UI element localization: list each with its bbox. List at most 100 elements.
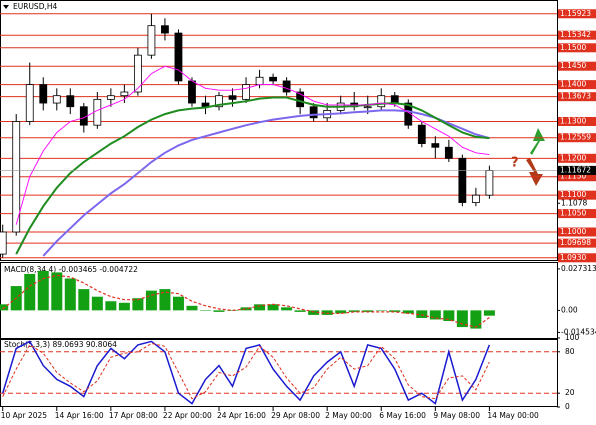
y-tick-label: 0.00	[561, 305, 578, 314]
candle-body	[133, 54, 142, 93]
candle-body	[161, 25, 169, 34]
histogram-bar	[159, 289, 171, 311]
candle-body	[12, 121, 21, 233]
stoch-pane-frame	[0, 339, 558, 407]
histogram-bar	[240, 307, 252, 311]
level-label: 1.12559	[560, 133, 591, 142]
level-label-box	[558, 30, 596, 40]
x-tick-label: 10 Apr 2025	[1, 411, 48, 420]
level-label-box	[558, 133, 596, 143]
level-label-box	[558, 116, 596, 126]
histogram-bar	[254, 304, 266, 311]
histogram-bar	[429, 310, 441, 320]
candle-body	[458, 157, 467, 203]
price-pane-frame	[0, 0, 558, 261]
histogram-bar	[321, 310, 333, 315]
x-tick-label: 9 May 08:00	[433, 411, 480, 420]
down-arrow	[526, 158, 543, 186]
x-tick-label: 14 Apr 16:00	[55, 411, 104, 420]
histogram-bar	[389, 310, 401, 312]
y-tick-label: 0.027313	[561, 264, 596, 273]
candle-body	[363, 106, 372, 109]
candle-body	[282, 80, 291, 93]
candle-body	[242, 84, 250, 100]
x-tick-label: 17 Apr 08:00	[109, 411, 158, 420]
level-label: 1.1100	[560, 190, 586, 199]
histogram-bar	[64, 278, 76, 311]
indicator-line	[2, 342, 490, 400]
y-tick-label: 1.1078	[561, 198, 587, 207]
y-tick-label: 80	[565, 347, 575, 356]
histogram-bar	[308, 310, 320, 315]
histogram-bar	[335, 310, 347, 314]
indicator-line	[15, 65, 490, 225]
candle-body	[66, 95, 75, 108]
candle-body	[0, 231, 7, 255]
indicator-line	[42, 109, 490, 257]
level-label-box	[558, 172, 596, 182]
histogram-bar	[172, 296, 184, 311]
level-label-box	[558, 190, 596, 200]
level-label-box	[558, 238, 596, 248]
histogram-bar	[456, 310, 468, 328]
level-label: 1.1150	[560, 172, 586, 181]
y-tick-label: 0	[565, 402, 570, 411]
histogram-bar	[281, 307, 293, 311]
chart-title: EURUSD,H4	[13, 2, 57, 11]
candle-body	[93, 98, 102, 126]
candle-body	[390, 95, 399, 104]
level-label: 1.1300	[560, 116, 586, 125]
indicator-line	[15, 96, 490, 255]
level-label-box	[558, 153, 596, 163]
histogram-bar	[132, 298, 144, 311]
histogram-bar	[294, 310, 306, 312]
x-tick-label: 29 Apr 08:00	[271, 411, 320, 420]
candle-body	[377, 95, 386, 108]
candle-body	[444, 146, 453, 159]
candle-body	[228, 95, 237, 100]
histogram-bar	[51, 272, 63, 311]
histogram-bar	[227, 310, 239, 311]
current-price-box	[558, 165, 596, 175]
candle-body	[120, 91, 129, 97]
histogram-bar	[267, 304, 279, 311]
level-label-box	[558, 9, 596, 19]
candle-body	[255, 76, 264, 86]
level-label-box	[558, 80, 596, 90]
candle-body	[309, 106, 318, 119]
candle-body	[52, 95, 61, 104]
level-label: 1.1500	[560, 43, 586, 52]
y-tick-label: 100	[565, 333, 580, 342]
histogram-bar	[24, 273, 36, 311]
x-tick-label: 22 Apr 00:00	[163, 411, 212, 420]
candle-body	[25, 84, 34, 122]
histogram-bar	[145, 290, 157, 311]
x-tick-label: 24 Apr 16:00	[217, 411, 266, 420]
candle-body	[485, 170, 494, 196]
candle-body	[106, 95, 115, 100]
level-label-box	[558, 92, 596, 102]
x-tick-label: 2 May 00:00	[325, 411, 372, 420]
histogram-bar	[199, 310, 211, 311]
histogram-bar	[213, 310, 225, 312]
level-label-box	[558, 253, 596, 263]
candle-body	[215, 95, 223, 108]
candle-body	[147, 25, 156, 56]
level-label-box	[558, 43, 596, 53]
current-price-label: 1.11672	[560, 165, 591, 174]
level-label: 1.0930	[560, 253, 586, 262]
level-label: 1.1200	[560, 153, 586, 162]
level-label: 1.1050	[560, 209, 586, 218]
symbol-marker	[3, 5, 9, 9]
histogram-bar	[470, 310, 482, 329]
level-label-box	[558, 209, 596, 219]
histogram-bar	[118, 302, 130, 311]
histogram-bar	[362, 310, 374, 312]
histogram-bar	[105, 301, 117, 311]
candle-body	[471, 194, 480, 203]
histogram-bar	[78, 289, 90, 311]
annotation: ?	[511, 156, 519, 171]
y-tick-label: -0.014534	[561, 327, 596, 336]
